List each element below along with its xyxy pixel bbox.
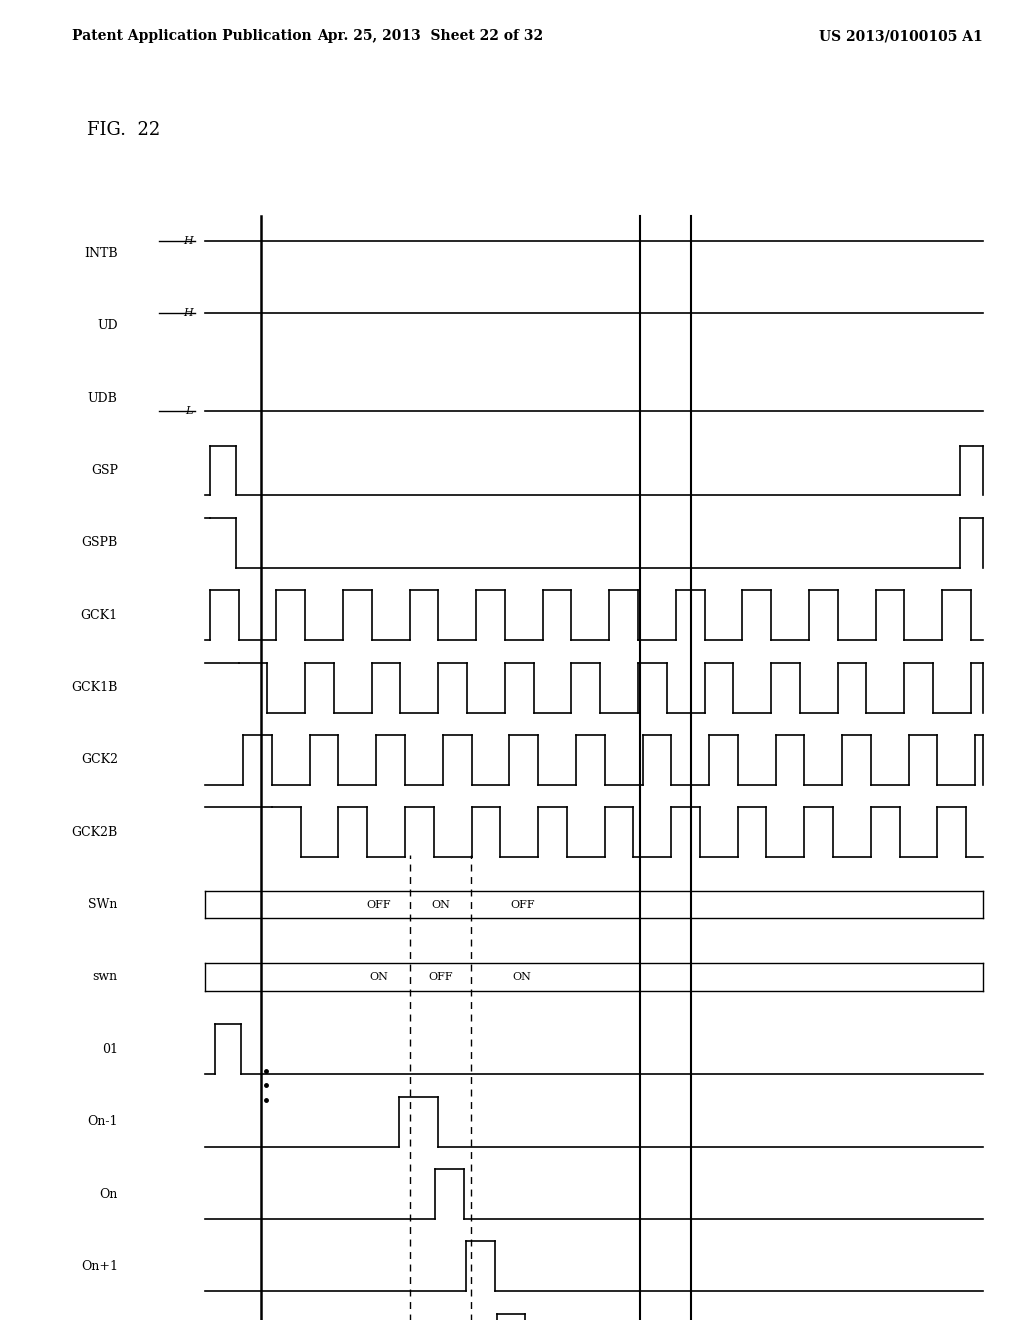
Text: ON: ON [431,900,450,909]
Text: Patent Application Publication: Patent Application Publication [72,29,311,44]
Text: GCK1: GCK1 [81,609,118,622]
Text: On-1: On-1 [87,1115,118,1129]
Text: swn: swn [92,970,118,983]
Text: US 2013/0100105 A1: US 2013/0100105 A1 [819,29,983,44]
Text: L: L [185,405,193,416]
Text: GCK1B: GCK1B [72,681,118,694]
Text: GSPB: GSPB [82,536,118,549]
Text: ON: ON [513,972,531,982]
Text: H: H [182,309,193,318]
Text: OFF: OFF [510,900,535,909]
Text: UDB: UDB [88,392,118,405]
Text: INTB: INTB [84,247,118,260]
Text: FIG.  22: FIG. 22 [87,121,161,140]
Text: ON: ON [370,972,388,982]
Text: GCK2B: GCK2B [72,826,118,838]
Text: Apr. 25, 2013  Sheet 22 of 32: Apr. 25, 2013 Sheet 22 of 32 [317,29,543,44]
Text: OFF: OFF [367,900,391,909]
Text: UD: UD [97,319,118,333]
Text: On+1: On+1 [81,1259,118,1272]
Text: OFF: OFF [428,972,453,982]
Text: GSP: GSP [91,465,118,477]
Text: SWn: SWn [88,898,118,911]
Text: On: On [99,1188,118,1200]
Text: 01: 01 [101,1043,118,1056]
Text: GCK2: GCK2 [81,754,118,767]
Text: H: H [182,236,193,246]
